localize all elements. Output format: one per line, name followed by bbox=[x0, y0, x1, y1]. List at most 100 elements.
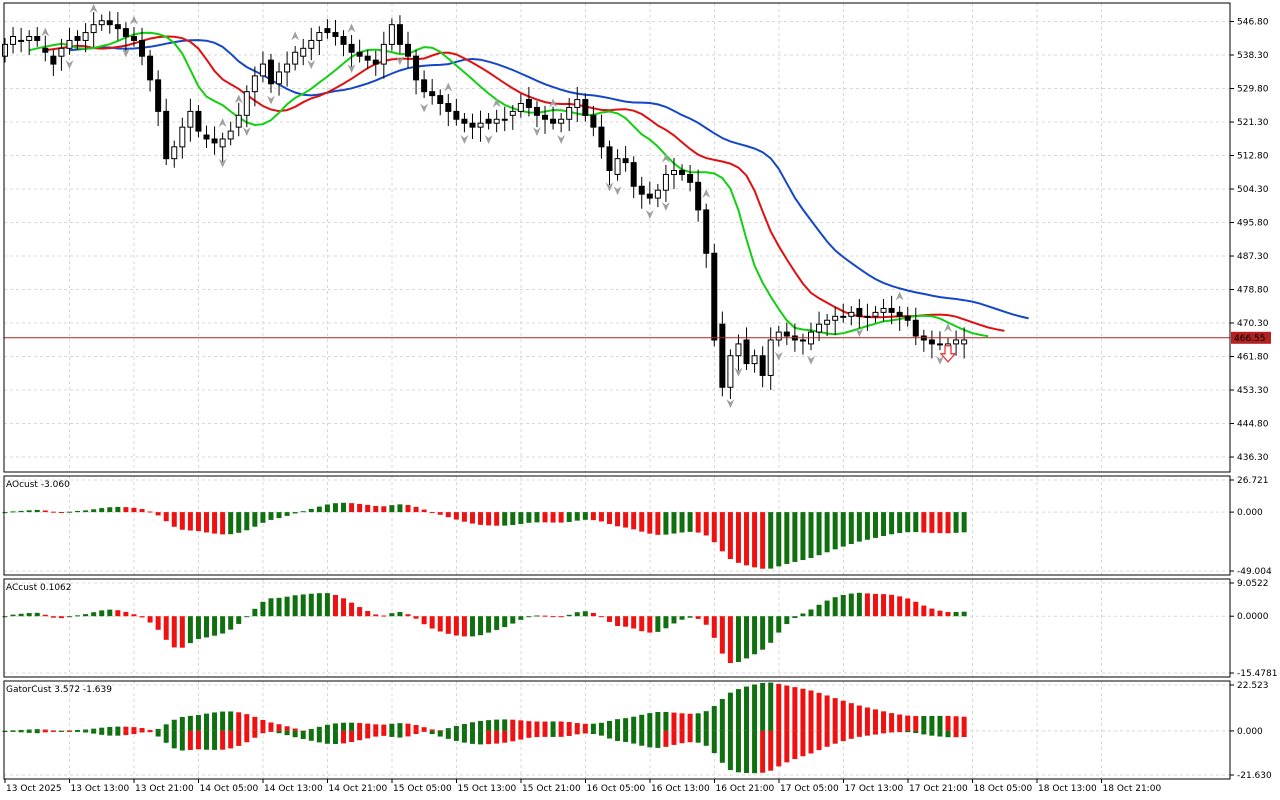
candle[interactable] bbox=[751, 349, 758, 373]
candle[interactable] bbox=[703, 203, 710, 268]
candle[interactable] bbox=[340, 30, 347, 57]
candle[interactable] bbox=[308, 27, 315, 61]
candle[interactable] bbox=[670, 157, 677, 190]
candle[interactable] bbox=[211, 126, 218, 155]
candle[interactable] bbox=[574, 86, 581, 123]
candle[interactable] bbox=[34, 27, 41, 47]
candle[interactable] bbox=[179, 117, 186, 159]
candle[interactable] bbox=[848, 306, 855, 326]
candle[interactable] bbox=[332, 19, 339, 46]
candle[interactable] bbox=[582, 93, 589, 122]
candle[interactable] bbox=[622, 146, 629, 172]
candle[interactable] bbox=[292, 45, 299, 71]
candle[interactable] bbox=[662, 164, 669, 203]
candle[interactable] bbox=[469, 113, 476, 139]
candle[interactable] bbox=[445, 94, 452, 126]
candle[interactable] bbox=[26, 30, 33, 56]
candle[interactable] bbox=[276, 62, 283, 96]
candle[interactable] bbox=[727, 349, 734, 400]
candle[interactable] bbox=[316, 26, 323, 56]
candle[interactable] bbox=[90, 12, 97, 48]
candle[interactable] bbox=[953, 330, 960, 356]
candle[interactable] bbox=[421, 70, 428, 98]
candle[interactable] bbox=[759, 346, 766, 388]
candle[interactable] bbox=[783, 322, 790, 346]
candle[interactable] bbox=[896, 306, 903, 331]
candle[interactable] bbox=[106, 11, 113, 34]
candle[interactable] bbox=[501, 106, 508, 132]
candle[interactable] bbox=[267, 53, 274, 93]
candle[interactable] bbox=[936, 331, 943, 351]
candle[interactable] bbox=[251, 66, 258, 107]
candle[interactable] bbox=[566, 97, 573, 132]
candle[interactable] bbox=[18, 27, 25, 53]
candle[interactable] bbox=[614, 149, 621, 181]
candle[interactable] bbox=[832, 306, 839, 335]
candle[interactable] bbox=[799, 333, 806, 355]
candle[interactable] bbox=[517, 94, 524, 118]
candle[interactable] bbox=[679, 164, 686, 181]
candle[interactable] bbox=[2, 38, 8, 63]
candle[interactable] bbox=[542, 105, 549, 134]
candle[interactable] bbox=[203, 125, 210, 149]
candle[interactable] bbox=[856, 298, 863, 329]
candle[interactable] bbox=[816, 311, 823, 342]
candle[interactable] bbox=[372, 50, 379, 76]
candle[interactable] bbox=[888, 295, 895, 325]
candle[interactable] bbox=[429, 79, 436, 105]
candle[interactable] bbox=[187, 98, 194, 142]
candle[interactable] bbox=[155, 70, 162, 126]
candle[interactable] bbox=[300, 38, 307, 66]
candle[interactable] bbox=[453, 98, 460, 126]
candle[interactable] bbox=[130, 27, 137, 47]
candle[interactable] bbox=[743, 327, 750, 370]
candle[interactable] bbox=[904, 306, 911, 327]
candle[interactable] bbox=[437, 89, 444, 116]
candle[interactable] bbox=[735, 334, 742, 371]
candle[interactable] bbox=[598, 114, 605, 159]
candle[interactable] bbox=[646, 181, 653, 205]
candle[interactable] bbox=[356, 39, 363, 63]
candle[interactable] bbox=[66, 27, 73, 55]
candle[interactable] bbox=[872, 306, 879, 323]
candle[interactable] bbox=[82, 23, 89, 53]
candle[interactable] bbox=[413, 49, 420, 95]
candle[interactable] bbox=[912, 307, 919, 346]
candle[interactable] bbox=[139, 27, 146, 66]
candle[interactable] bbox=[259, 51, 266, 83]
candle[interactable] bbox=[509, 105, 516, 130]
candle[interactable] bbox=[50, 49, 57, 76]
candle[interactable] bbox=[606, 140, 613, 186]
candle[interactable] bbox=[10, 27, 17, 54]
candle[interactable] bbox=[687, 164, 694, 192]
candle[interactable] bbox=[405, 31, 411, 69]
candle[interactable] bbox=[525, 86, 532, 117]
candle[interactable] bbox=[477, 110, 484, 142]
candle[interactable] bbox=[219, 132, 226, 162]
candle[interactable] bbox=[711, 243, 718, 347]
candle[interactable] bbox=[380, 31, 387, 79]
candle[interactable] bbox=[775, 325, 782, 347]
candle[interactable] bbox=[235, 102, 242, 137]
candle[interactable] bbox=[195, 105, 202, 138]
candle[interactable] bbox=[485, 112, 492, 130]
candle[interactable] bbox=[558, 112, 565, 133]
candle[interactable] bbox=[961, 327, 968, 359]
candle[interactable] bbox=[388, 18, 395, 51]
candle[interactable] bbox=[74, 30, 81, 50]
candle[interactable] bbox=[98, 14, 105, 31]
candle[interactable] bbox=[695, 169, 702, 222]
candle[interactable] bbox=[122, 22, 129, 52]
candle[interactable] bbox=[654, 183, 661, 208]
candle[interactable] bbox=[880, 298, 887, 322]
candle[interactable] bbox=[638, 176, 645, 209]
candle[interactable] bbox=[58, 38, 65, 71]
candle[interactable] bbox=[243, 85, 250, 128]
candle[interactable] bbox=[114, 12, 121, 41]
candle[interactable] bbox=[227, 121, 234, 146]
candle[interactable] bbox=[493, 109, 500, 133]
candle[interactable] bbox=[42, 35, 49, 62]
candle[interactable] bbox=[590, 105, 597, 137]
candle[interactable] bbox=[171, 140, 178, 168]
